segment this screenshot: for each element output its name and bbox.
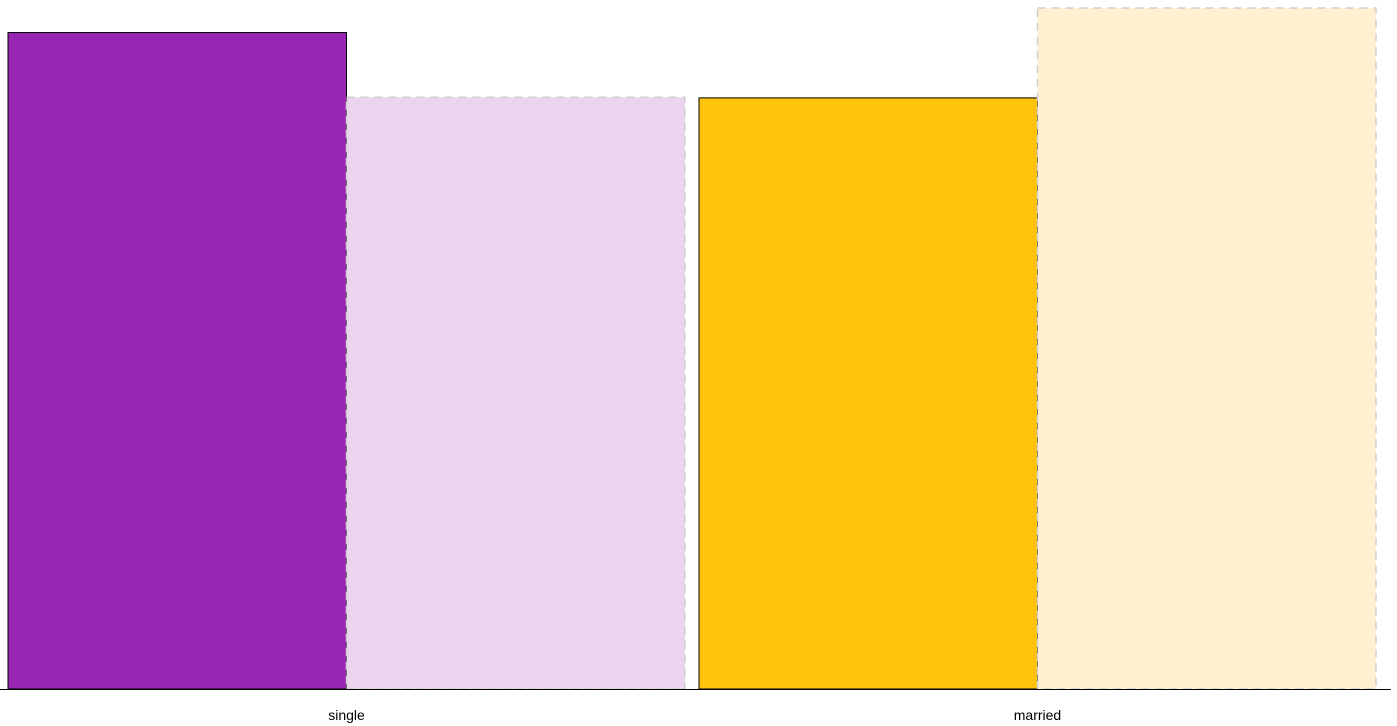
bar-single-2 — [345, 96, 686, 690]
bar-married-2 — [1036, 7, 1377, 690]
x-tick-labels: single married — [328, 707, 1061, 723]
bar-married-1 — [698, 97, 1038, 690]
x-tick-label-married: married — [1014, 707, 1061, 723]
bar-single-1 — [7, 32, 347, 690]
bars-group — [7, 7, 1377, 690]
x-tick-label-single: single — [328, 707, 365, 723]
